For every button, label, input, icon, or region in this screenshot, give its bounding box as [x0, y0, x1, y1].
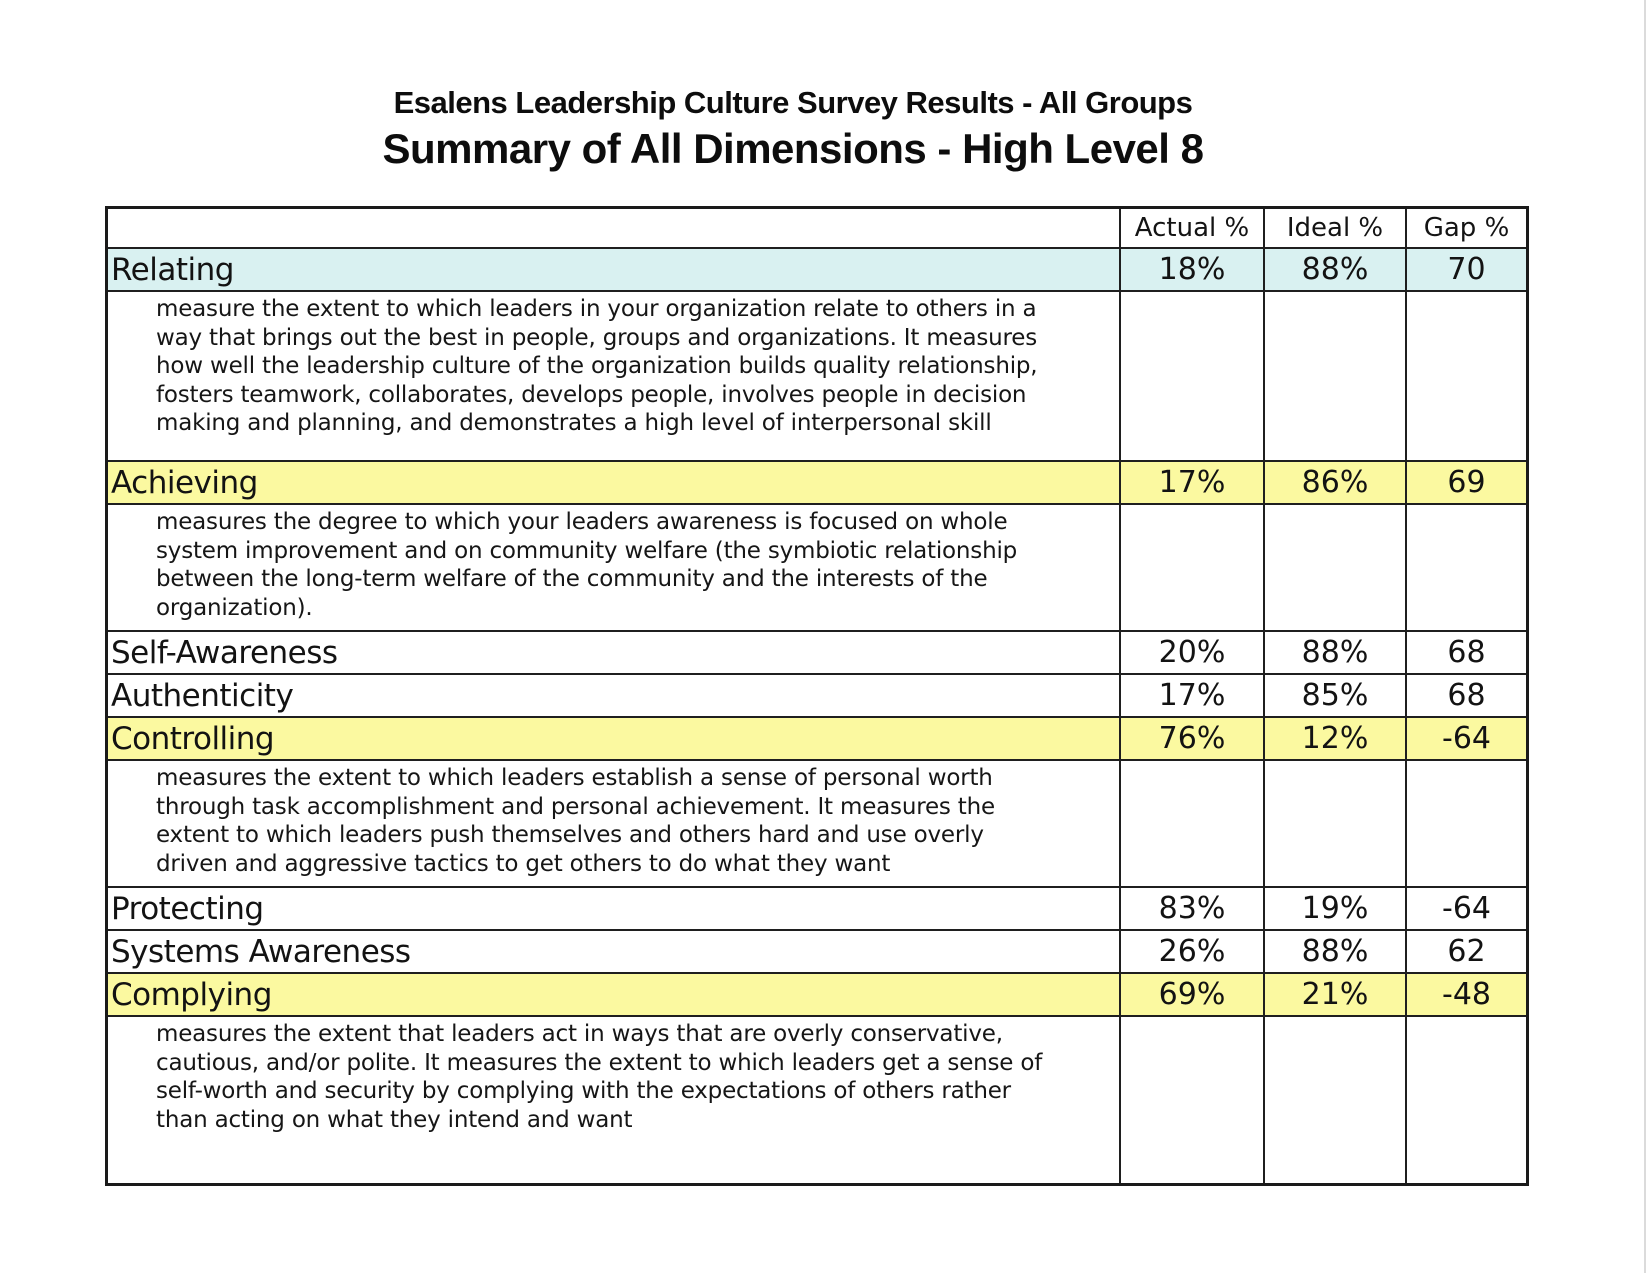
empty-cell: [1265, 292, 1407, 462]
empty-cell: [1407, 1017, 1526, 1183]
dimension-name-relating: Relating: [108, 249, 1121, 292]
actual-value-self-awareness: 20%: [1121, 632, 1265, 675]
actual-value-systems-awareness: 26%: [1121, 931, 1265, 974]
survey-results-table: Actual % Ideal % Gap % Relating 18% 88% …: [105, 206, 1529, 1186]
dimension-name-systems-awareness: Systems Awareness: [108, 931, 1121, 974]
gap-value-relating: 70: [1407, 249, 1526, 292]
dimension-name-authenticity: Authenticity: [108, 675, 1121, 718]
gap-value-protecting: -64: [1407, 888, 1526, 931]
dimension-name-achieving: Achieving: [108, 462, 1121, 505]
actual-value-relating: 18%: [1121, 249, 1265, 292]
empty-cell: [1121, 292, 1265, 462]
ideal-value-relating: 88%: [1265, 249, 1407, 292]
actual-value-authenticity: 17%: [1121, 675, 1265, 718]
dimension-description-relating: measure the extent to which leaders in y…: [108, 292, 1121, 462]
document-title: Esalens Leadership Culture Survey Result…: [393, 85, 1193, 120]
ideal-value-protecting: 19%: [1265, 888, 1407, 931]
dimension-description-achieving: measures the degree to which your leader…: [108, 505, 1121, 632]
column-header-blank: [108, 209, 1121, 249]
ideal-value-controlling: 12%: [1265, 718, 1407, 761]
gap-value-complying: -48: [1407, 974, 1526, 1017]
gap-value-systems-awareness: 62: [1407, 931, 1526, 974]
document-subtitle: Summary of All Dimensions - High Level 8: [382, 125, 1204, 172]
empty-cell: [1265, 505, 1407, 632]
ideal-value-self-awareness: 88%: [1265, 632, 1407, 675]
actual-value-achieving: 17%: [1121, 462, 1265, 505]
empty-cell: [1121, 505, 1265, 632]
scan-edge-artifact: [1644, 0, 1646, 1273]
column-header-ideal: Ideal %: [1265, 209, 1407, 249]
dimension-description-controlling: measures the extent to which leaders est…: [108, 761, 1121, 888]
actual-value-controlling: 76%: [1121, 718, 1265, 761]
dimension-name-self-awareness: Self-Awareness: [108, 632, 1121, 675]
dimension-name-protecting: Protecting: [108, 888, 1121, 931]
empty-cell: [1121, 1017, 1265, 1183]
column-header-gap: Gap %: [1407, 209, 1526, 249]
gap-value-controlling: -64: [1407, 718, 1526, 761]
ideal-value-complying: 21%: [1265, 974, 1407, 1017]
document-header: Esalens Leadership Culture Survey Result…: [0, 84, 1586, 174]
actual-value-protecting: 83%: [1121, 888, 1265, 931]
dimension-name-controlling: Controlling: [108, 718, 1121, 761]
ideal-value-achieving: 86%: [1265, 462, 1407, 505]
ideal-value-systems-awareness: 88%: [1265, 931, 1407, 974]
gap-value-self-awareness: 68: [1407, 632, 1526, 675]
empty-cell: [1407, 761, 1526, 888]
gap-value-achieving: 69: [1407, 462, 1526, 505]
empty-cell: [1407, 292, 1526, 462]
dimension-description-complying: measures the extent that leaders act in …: [108, 1017, 1121, 1183]
empty-cell: [1407, 505, 1526, 632]
empty-cell: [1265, 1017, 1407, 1183]
empty-cell: [1265, 761, 1407, 888]
actual-value-complying: 69%: [1121, 974, 1265, 1017]
gap-value-authenticity: 68: [1407, 675, 1526, 718]
ideal-value-authenticity: 85%: [1265, 675, 1407, 718]
empty-cell: [1121, 761, 1265, 888]
dimension-name-complying: Complying: [108, 974, 1121, 1017]
column-header-actual: Actual %: [1121, 209, 1265, 249]
